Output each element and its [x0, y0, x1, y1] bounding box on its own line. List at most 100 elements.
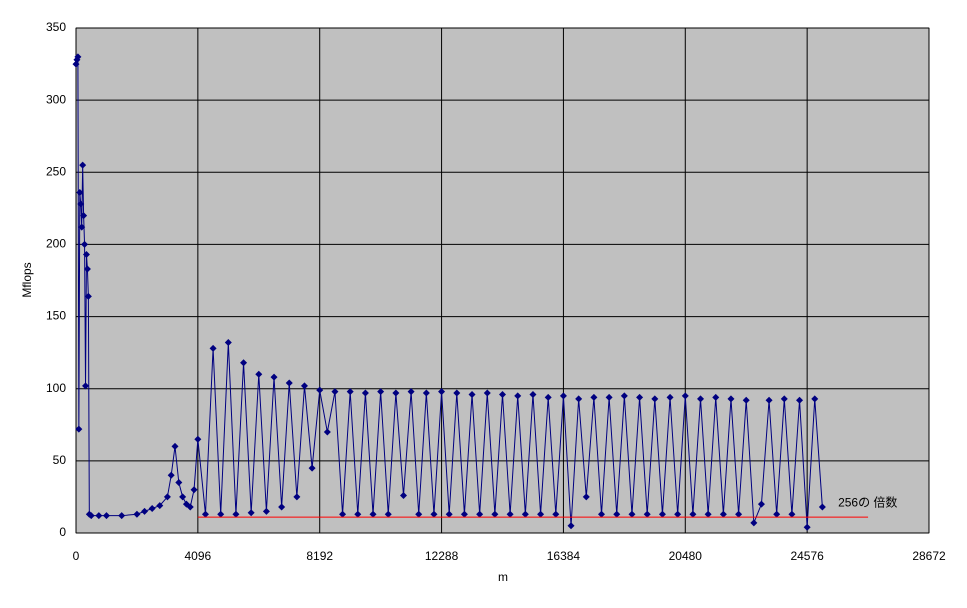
y-tick-label: 250 — [46, 164, 66, 178]
y-tick-label: 200 — [46, 237, 66, 251]
marker — [331, 388, 339, 396]
marker — [118, 512, 126, 520]
marker — [308, 464, 316, 472]
x-tick-label: 8192 — [306, 549, 333, 563]
y-axis-label: Mflops — [20, 262, 34, 297]
y-tick-label: 300 — [46, 92, 66, 106]
marker — [719, 510, 727, 518]
marker — [262, 507, 270, 515]
marker — [727, 395, 735, 403]
marker — [190, 486, 198, 494]
marker — [712, 393, 720, 401]
marker — [300, 382, 308, 390]
marker — [613, 510, 621, 518]
marker — [76, 188, 84, 196]
marker — [270, 373, 278, 381]
marker — [636, 393, 644, 401]
marker — [399, 491, 407, 499]
marker — [598, 510, 606, 518]
y-tick-label: 0 — [59, 525, 66, 539]
marker — [407, 388, 415, 396]
marker — [628, 510, 636, 518]
marker — [84, 292, 92, 300]
marker — [293, 493, 301, 501]
marker — [82, 382, 90, 390]
marker — [240, 359, 248, 367]
marker — [80, 212, 88, 220]
marker — [552, 510, 560, 518]
marker — [796, 396, 804, 404]
marker — [77, 200, 85, 208]
marker — [445, 510, 453, 518]
marker — [575, 395, 583, 403]
marker — [681, 392, 689, 400]
marker — [186, 503, 194, 511]
marker — [201, 510, 209, 518]
marker — [468, 390, 476, 398]
marker — [499, 390, 506, 398]
marker — [247, 509, 255, 517]
marker — [666, 393, 674, 401]
marker — [811, 395, 819, 403]
marker — [544, 393, 552, 401]
marker — [788, 510, 796, 518]
marker — [171, 442, 179, 450]
y-tick-label: 50 — [53, 453, 67, 467]
marker — [133, 510, 141, 518]
marker — [529, 390, 537, 398]
marker — [483, 389, 491, 397]
marker — [285, 379, 293, 387]
marker — [209, 344, 217, 352]
x-tick-label: 24576 — [790, 549, 824, 563]
marker — [514, 392, 522, 400]
marker — [757, 500, 765, 508]
marker — [476, 510, 484, 518]
marker — [438, 388, 446, 396]
x-tick-label: 28672 — [912, 549, 946, 563]
marker — [521, 510, 529, 518]
marker — [194, 435, 202, 443]
marker — [232, 510, 240, 518]
marker — [78, 223, 86, 231]
marker — [453, 389, 461, 397]
marker — [377, 388, 385, 396]
marker — [643, 510, 651, 518]
x-tick-label: 12288 — [425, 549, 459, 563]
marker — [818, 503, 826, 511]
y-tick-label: 100 — [46, 381, 66, 395]
marker — [430, 510, 438, 518]
x-axis-label: m — [498, 570, 508, 584]
marker — [323, 428, 331, 436]
marker — [179, 493, 187, 501]
marker — [384, 510, 392, 518]
marker — [605, 393, 613, 401]
marker — [316, 386, 324, 394]
marker — [742, 396, 750, 404]
marker — [780, 395, 788, 403]
marker — [704, 510, 712, 518]
marker — [735, 510, 743, 518]
series-label: 256の 倍数 — [838, 494, 897, 509]
marker — [156, 502, 164, 510]
marker — [582, 493, 590, 501]
marker — [392, 389, 400, 397]
marker — [460, 510, 468, 518]
marker — [773, 510, 781, 518]
marker — [590, 393, 598, 401]
marker — [620, 392, 628, 400]
marker — [422, 389, 430, 397]
marker — [148, 504, 156, 512]
y-tick-label: 350 — [46, 20, 66, 34]
marker — [415, 510, 423, 518]
marker — [559, 392, 567, 400]
marker — [83, 265, 91, 273]
marker — [674, 510, 682, 518]
x-tick-label: 4096 — [185, 549, 212, 563]
marker — [537, 510, 545, 518]
marker — [750, 519, 758, 527]
marker — [224, 339, 232, 347]
x-tick-label: 0 — [73, 549, 80, 563]
marker — [491, 510, 499, 518]
marker — [803, 523, 811, 531]
